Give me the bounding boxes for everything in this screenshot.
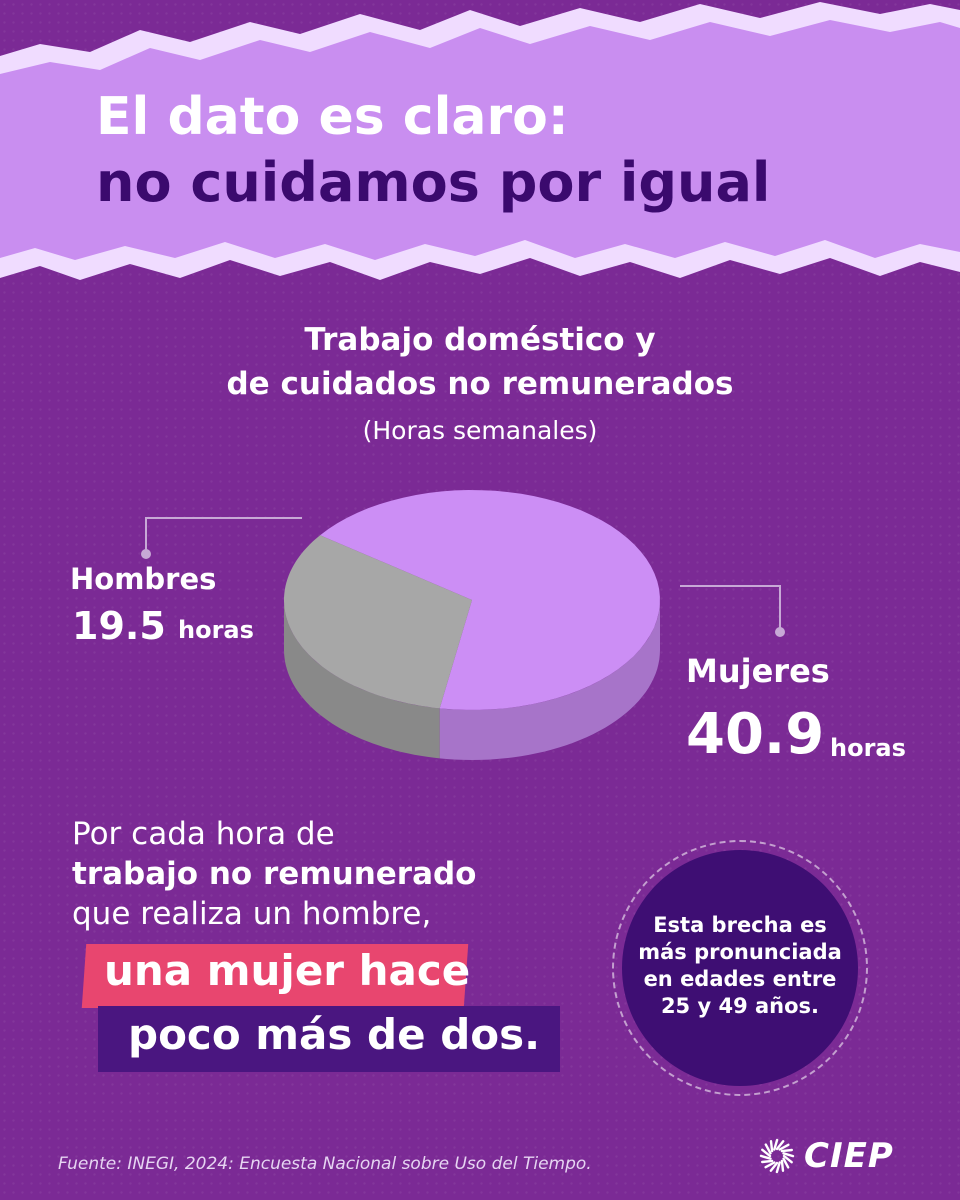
dark-highlight-band	[98, 1006, 560, 1072]
mujeres-value: 40.9	[686, 702, 825, 767]
headline-line-1: El dato es claro:	[96, 87, 569, 147]
mujeres-unit: horas	[830, 734, 906, 762]
note-line-3: en edades entre	[643, 967, 837, 991]
chart-subtitle: (Horas semanales)	[362, 416, 598, 445]
chart-title: Trabajo doméstico y de cuidados no remun…	[0, 318, 960, 406]
logo-ray	[782, 1157, 790, 1169]
logo-ray	[782, 1152, 795, 1158]
logo-ray	[764, 1161, 776, 1169]
paper-body	[0, 20, 960, 260]
mujeres-label: Mujeres	[686, 652, 830, 690]
logo-ray	[764, 1143, 772, 1155]
hombres-unit: horas	[178, 616, 254, 644]
note-line-2: más pronunciada	[638, 940, 842, 964]
mujeres-leader-line	[680, 585, 781, 630]
hombres-label: Hombres	[70, 562, 217, 596]
pink-highlight-text: una mujer hace	[104, 946, 471, 995]
logo-ray	[782, 1154, 793, 1164]
logo-ray	[775, 1161, 781, 1174]
logo-ray	[759, 1154, 772, 1160]
paragraph-line-3: que realiza un hombre,	[72, 896, 432, 932]
chart-title-line-2: de cuidados no remunerados	[226, 366, 734, 402]
logo-ray	[775, 1140, 785, 1151]
note-circle	[622, 850, 858, 1086]
source-note: Fuente: INEGI, 2024: Encuesta Nacional s…	[58, 1154, 592, 1174]
pie-chart	[141, 490, 785, 760]
note-line-4: 25 y 49 años.	[660, 994, 820, 1018]
note-line-1: Esta brecha es	[653, 913, 827, 937]
explanation-paragraph: Por cada hora de trabajo no remunerado q…	[72, 814, 476, 934]
logo-ray	[769, 1139, 774, 1153]
logo-ray	[761, 1148, 772, 1158]
paragraph-line-1: Por cada hora de	[72, 816, 335, 852]
hombres-slice-side	[284, 600, 440, 759]
note-circle-text: Esta brecha es más pronunciada en edades…	[622, 912, 858, 1020]
ciep-logo: CIEP	[758, 1136, 894, 1176]
sunburst-icon	[759, 1138, 795, 1174]
headline: El dato es claro: no cuidamos por igual	[96, 84, 770, 216]
mujeres-slice	[320, 490, 660, 710]
logo-ray	[780, 1159, 785, 1172]
circle-dashed-ring	[612, 840, 868, 1096]
paragraph-line-2: trabajo no remunerado	[72, 856, 477, 892]
logo-ray	[778, 1143, 790, 1151]
logo-text: CIEP	[804, 1136, 894, 1176]
mujeres-leader-dot	[775, 627, 785, 637]
hombres-leader-line	[145, 517, 302, 552]
logo-ray	[769, 1161, 779, 1172]
mujeres-slice-side	[439, 600, 660, 760]
headline-line-2: no cuidamos por igual	[96, 151, 771, 214]
logo-ray	[760, 1159, 774, 1164]
hombres-value: 19.5	[72, 604, 166, 648]
logo-ray	[773, 1138, 779, 1151]
hombres-slice	[284, 535, 472, 709]
logo-ray	[780, 1148, 793, 1153]
chart-title-line-1: Trabajo doméstico y	[304, 322, 656, 358]
dark-highlight-text: poco más de dos.	[128, 1010, 541, 1059]
hombres-leader-dot	[141, 549, 151, 559]
torn-paper-banner	[0, 2, 960, 280]
